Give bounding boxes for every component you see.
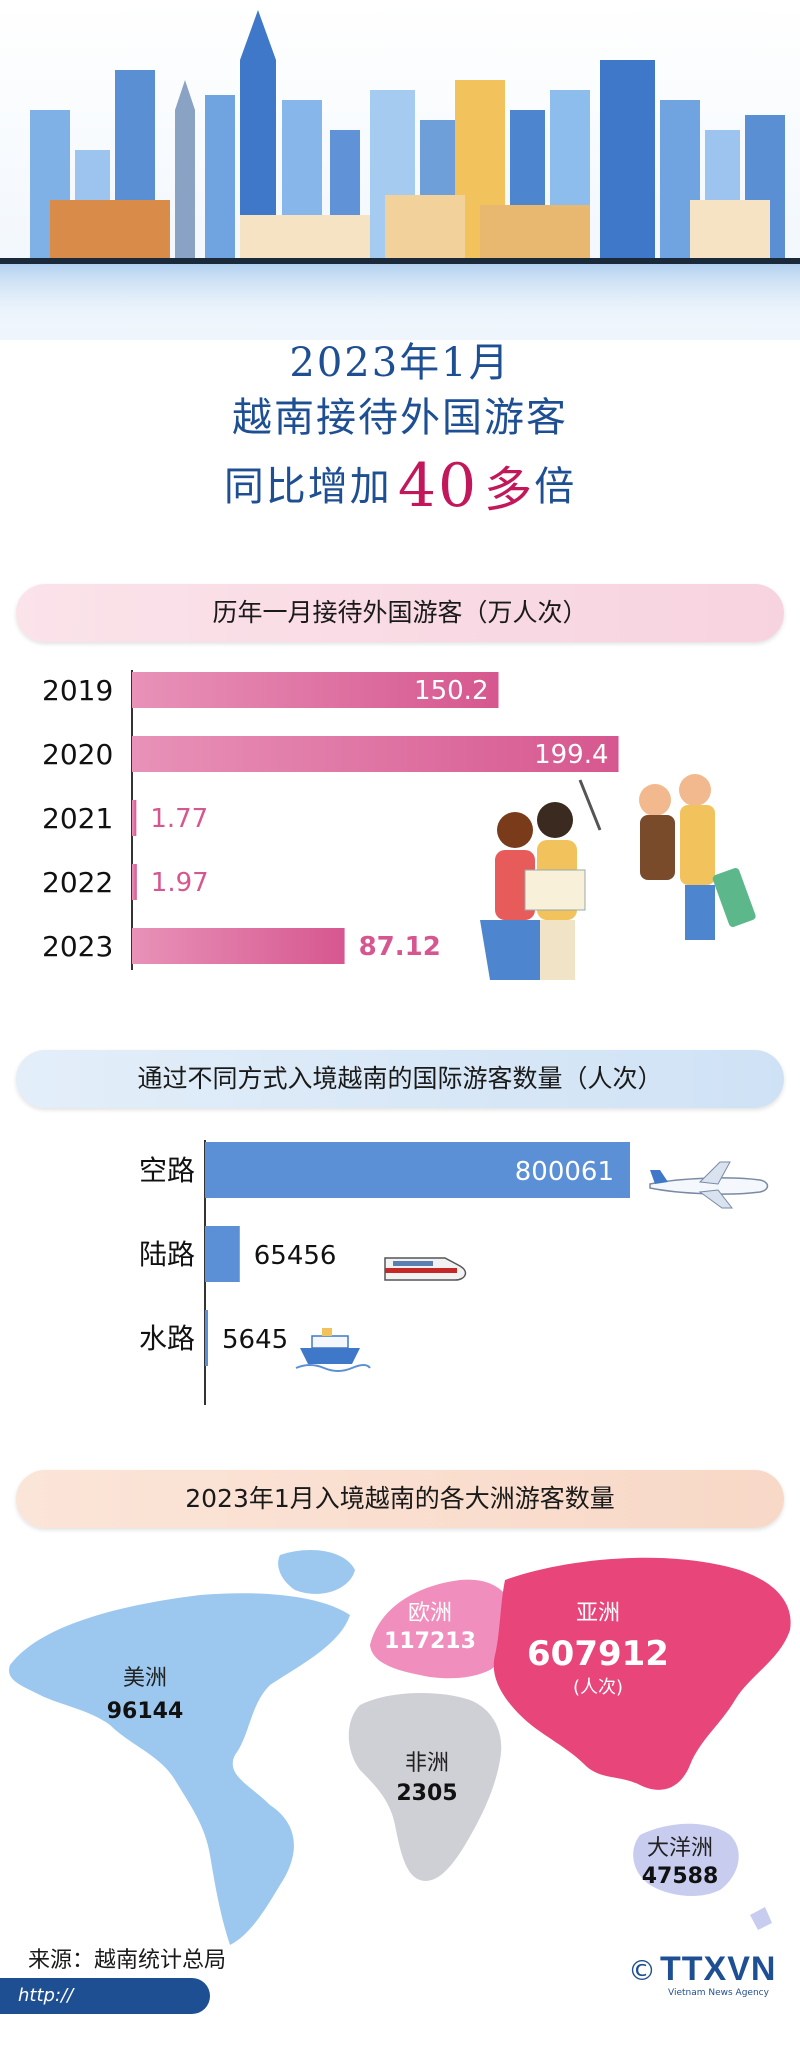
- entry-mode-bar: [205, 1310, 208, 1366]
- airplane-icon: [649, 1161, 769, 1209]
- entry-mode-label: 陆路: [139, 1238, 195, 1271]
- section-banner-continents: 2023年1月入境越南的各大洲游客数量: [16, 1470, 784, 1528]
- year-value-label: 1.77: [150, 804, 208, 834]
- year-bar: [132, 800, 137, 836]
- year-bar: [132, 672, 499, 708]
- label-asia-name: 亚洲: [576, 1601, 620, 1626]
- entry-mode-value-label: 65456: [254, 1241, 337, 1271]
- yearly-visitors-bar-chart: 2019 150.2 2020 199.4 2021 1.77 2022 1.97 2023 87…: [42, 670, 756, 980]
- map-region-greenland: [278, 1550, 355, 1594]
- travelers-illustration: [480, 774, 756, 980]
- section-banner-yearly: 历年一月接待外国游客（万人次）: [16, 584, 784, 642]
- world-map-continents: 美洲 96144 欧洲 117213 亚洲 607912 (人次) 非洲 230…: [9, 1550, 791, 1945]
- label-asia-unit: (人次): [573, 1677, 623, 1698]
- entry-mode-bar: [205, 1226, 240, 1282]
- map-region-africa: [348, 1693, 502, 1881]
- headline-date: 2023年1月: [289, 340, 511, 386]
- headline-growth-prefix: 同比增加: [223, 464, 392, 510]
- year-label: 2022: [42, 866, 113, 899]
- label-africa-value: 2305: [396, 1781, 457, 1806]
- ship-icon: [295, 1328, 371, 1372]
- city-skyline-illustration: [0, 0, 800, 340]
- year-value-label: 199.4: [534, 740, 608, 770]
- headline-growth-suffix-duo: 多: [484, 462, 535, 518]
- logo-wordmark: TTXVN: [660, 1950, 777, 1988]
- label-africa-name: 非洲: [405, 1751, 449, 1776]
- headline-growth-number: 40: [397, 451, 479, 521]
- headline-growth: 同比增加 40 多倍: [0, 450, 800, 521]
- logo-subtitle: Vietnam News Agency: [668, 1988, 769, 1998]
- copyright-icon: ©: [628, 1954, 656, 1987]
- entry-mode-label: 水路: [139, 1322, 195, 1355]
- label-oceania-value: 47588: [642, 1864, 719, 1889]
- label-oceania-name: 大洋洲: [647, 1836, 713, 1861]
- map-region-europe: [370, 1579, 516, 1679]
- entry-mode-bar: [205, 1142, 630, 1198]
- source-note: 来源：越南统计总局: [28, 1948, 227, 1973]
- map-region-asia: [493, 1557, 791, 1790]
- entry-mode-value-label: 5645: [222, 1325, 288, 1355]
- section-banner-entry-mode: 通过不同方式入境越南的国际游客数量（人次）: [16, 1050, 784, 1108]
- map-region-americas: [9, 1593, 351, 1945]
- website-link[interactable]: http:// infographics.vn: [0, 1978, 210, 2042]
- map-region-oceania: [633, 1823, 739, 1897]
- headline-main: 越南接待外国游客: [232, 395, 568, 441]
- entry-mode-bar-chart: 空路 800061 陆路 65456 水路 5645: [139, 1140, 769, 1405]
- label-asia-value: 607912: [527, 1634, 669, 1674]
- label-americas-name: 美洲: [123, 1666, 167, 1691]
- train-icon: [384, 1257, 467, 1281]
- label-europe-name: 欧洲: [408, 1601, 452, 1626]
- year-value-label: 150.2: [414, 676, 488, 706]
- year-label: 2023: [42, 930, 113, 963]
- year-label: 2021: [42, 802, 113, 835]
- year-label: 2020: [42, 738, 113, 771]
- year-value-label: 87.12: [359, 932, 441, 962]
- entry-mode-label: 空路: [139, 1154, 195, 1187]
- year-bar: [132, 928, 345, 964]
- label-americas-value: 96144: [107, 1699, 184, 1724]
- year-bar: [132, 736, 619, 772]
- year-label: 2019: [42, 674, 113, 707]
- label-europe-value: 117213: [384, 1629, 476, 1654]
- year-value-label: 1.97: [151, 868, 209, 898]
- map-region-newzealand: [750, 1907, 772, 1930]
- year-bar: [132, 864, 137, 900]
- entry-mode-value-label: 800061: [515, 1157, 614, 1187]
- headline-growth-suffix-bei: 倍: [534, 464, 577, 510]
- ttxvn-logo: © TTXVN Vietnam News Agency: [628, 1950, 788, 2000]
